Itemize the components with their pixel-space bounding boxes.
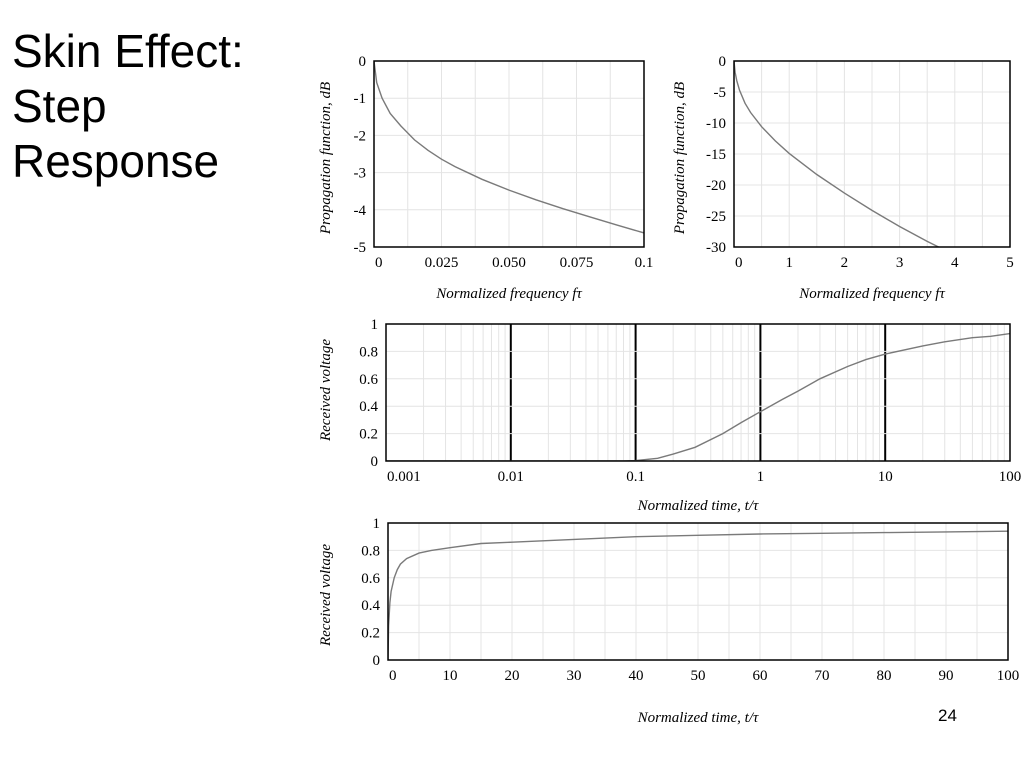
y-tick-label: 0.2 [361,626,380,642]
x-tick-label: 10 [443,668,458,684]
y-tick-label: 1 [371,317,379,333]
chart-3: 0.001 0.01 0.1 1 10 100 0 0.2 0.4 0.6 0.8 1 Normaliz… [318,317,1021,514]
y-tick-label: -5 [354,240,367,256]
y-axis-label: Received voltage [318,544,334,647]
plot-frame [733,60,1011,248]
y-tick-label: 0.2 [359,427,378,443]
x-tick-label: 0 [375,255,383,271]
x-tick-label: 60 [753,668,768,684]
y-tick-label: -5 [714,85,727,101]
y-tick-label: -2 [354,128,367,144]
x-tick-label: 70 [815,668,830,684]
chart-1: 0 0.025 0.050 0.075 0.1 0 -1 -2 -3 -4 -5 Normalized… [318,54,653,302]
plot-frame [373,60,645,248]
x-axis-label: Normalized time, t/τ [637,498,759,514]
y-tick-label: -30 [706,240,726,256]
x-tick-label: 4 [951,255,959,271]
series-line-1 [388,530,1008,660]
y-tick-label: 0 [359,54,367,70]
y-tick-label: 0.4 [359,399,378,415]
series-line-1 [386,332,1010,461]
slide-title: Skin Effect: Step Response [12,24,312,189]
x-tick-label: 0.025 [425,255,459,271]
x-tick-label: 5 [1006,255,1014,271]
y-tick-label: -25 [706,209,726,225]
x-axis-label: Normalized time, t/τ [637,710,759,726]
slide-title-line-3: Response [12,135,220,187]
y-tick-label: 0.8 [361,543,380,559]
y-tick-label: -1 [354,91,367,107]
x-tick-label: 1 [757,469,765,485]
plot-frame [387,522,1009,661]
x-tick-label: 3 [896,255,904,271]
y-tick-label: 1 [373,516,381,532]
plot-frame [385,323,1011,462]
series-line-1 [734,61,941,247]
x-tick-label: 40 [629,668,644,684]
y-axis-label: Propagation function, dB [672,82,688,235]
x-tick-label: 2 [841,255,849,271]
y-tick-label: -20 [706,178,726,194]
x-tick-label: 80 [877,668,892,684]
x-axis-label: Normalized frequency fτ [798,286,945,302]
y-tick-label: -15 [706,147,726,163]
y-tick-label: 0.4 [361,598,380,614]
x-tick-label: 20 [505,668,520,684]
y-tick-label: 0.6 [361,571,380,587]
y-tick-label: 0 [373,653,381,669]
y-tick-label: -10 [706,116,726,132]
slide-title-line-1: Skin Effect: [12,25,244,77]
y-tick-label: 0.8 [359,344,378,360]
chart-4: 0 10 20 30 40 50 60 70 80 90 100 0 0.2 0.4 0.6 0.8 1 Norm… [318,516,1019,726]
x-axis-label: Normalized frequency fτ [435,286,582,302]
y-tick-label: -4 [354,203,367,219]
x-tick-label: 1 [785,255,793,271]
y-tick-label: 0.6 [359,372,378,388]
slide-title-line-2: Step [12,80,107,132]
x-tick-label: 0.075 [560,255,594,271]
x-tick-label: 0.001 [387,469,421,485]
y-axis-label: Propagation function, dB [318,82,334,235]
x-tick-label: 10 [878,469,893,485]
chart-2: 0 1 2 3 4 5 0 -5 -10 -15 -20 -25 -30 Normalized frequ… [672,54,1014,302]
x-tick-label: 0.1 [635,255,654,271]
y-tick-label: -3 [354,166,367,182]
series-line-1 [374,61,644,234]
x-tick-label: 0 [389,668,397,684]
x-tick-label: 100 [997,668,1020,684]
x-tick-label: 0 [735,255,743,271]
x-tick-label: 0.01 [498,469,524,485]
y-tick-label: 0 [719,54,727,70]
x-tick-label: 30 [567,668,582,684]
x-tick-label: 0.1 [626,469,645,485]
x-tick-label: 50 [691,668,706,684]
page-number: 24 [938,706,957,725]
y-axis-label: Received voltage [318,339,334,442]
x-tick-label: 0.050 [492,255,526,271]
y-tick-label: 0 [371,454,379,470]
x-tick-label: 90 [939,668,954,684]
x-tick-label: 100 [999,469,1022,485]
